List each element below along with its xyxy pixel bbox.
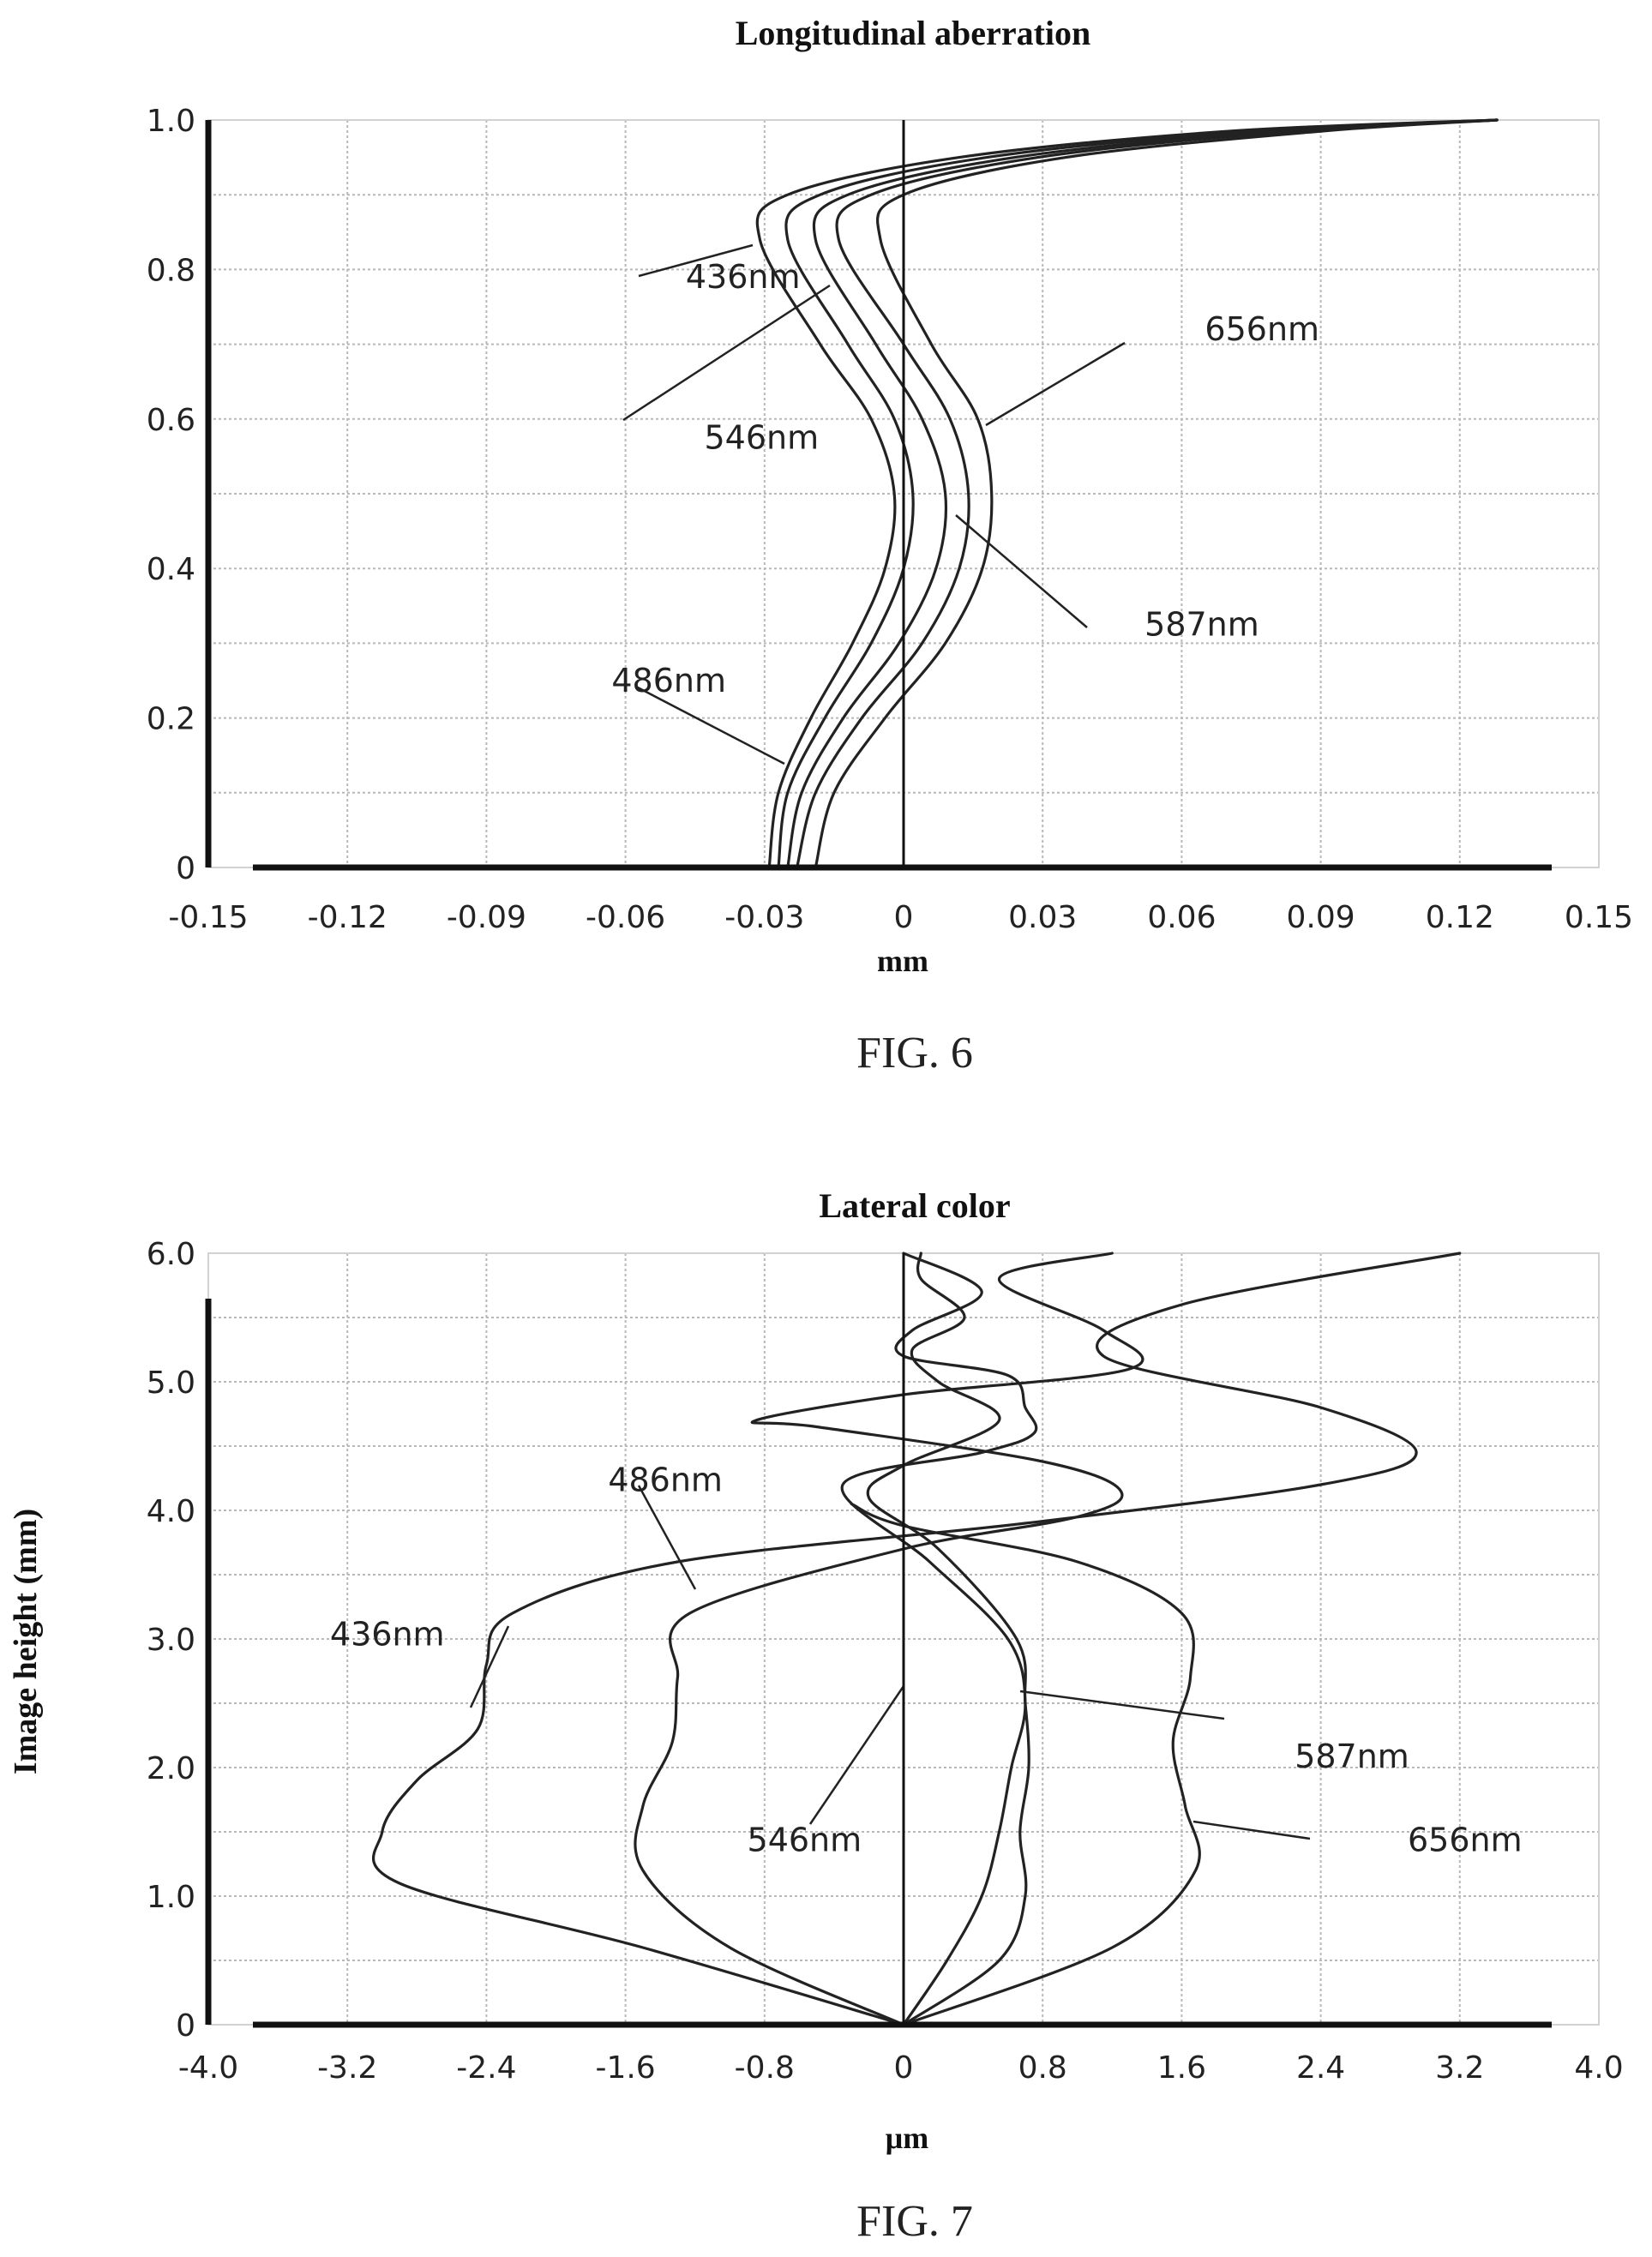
y-tick-label: 0 bbox=[176, 851, 195, 886]
curves bbox=[371, 1252, 1462, 2026]
leader-lines bbox=[469, 1485, 1311, 1840]
series-curve-587nm bbox=[866, 1252, 1030, 2026]
y-tick-label: 0.8 bbox=[147, 253, 195, 288]
chart-title: Longitudinal aberration bbox=[736, 14, 1091, 52]
series-label-486nm: 486nm bbox=[611, 662, 726, 699]
y-axis-label: Image height (mm) bbox=[8, 1509, 44, 1774]
y-tick-labels: 0 0.2 0.4 0.6 0.8 1.0 bbox=[147, 104, 195, 886]
axes bbox=[205, 1253, 1552, 2028]
x-tick-labels: -0.15 -0.12 -0.09 -0.06 -0.03 0 0.03 0.06 0.09 0.… bbox=[168, 900, 1633, 935]
x-tick-label: 0 bbox=[894, 2050, 914, 2086]
x-tick-label: 0.15 bbox=[1565, 900, 1633, 935]
leader-line bbox=[1019, 1690, 1225, 1720]
x-axis-label: mm bbox=[877, 944, 928, 978]
x-tick-label: -0.12 bbox=[308, 900, 387, 935]
axes bbox=[205, 120, 1552, 871]
series-label-587nm: 587nm bbox=[1295, 1738, 1409, 1775]
leader-line bbox=[622, 284, 831, 422]
series-curve-656nm bbox=[850, 1502, 1201, 2026]
y-tick-label: 1.0 bbox=[147, 104, 195, 139]
x-tick-label: 0.12 bbox=[1426, 900, 1494, 935]
x-tick-label: 0.8 bbox=[1018, 2050, 1067, 2086]
y-tick-label: 0.4 bbox=[147, 552, 195, 587]
x-tick-label: -1.6 bbox=[595, 2050, 655, 2086]
series-label-546nm: 546nm bbox=[705, 419, 820, 457]
y-tick-label: 0.2 bbox=[147, 702, 195, 737]
series-labels: 486nm 436nm 546nm 587nm 656nm bbox=[330, 1462, 1523, 1859]
series-curve-546nm bbox=[840, 1252, 1038, 2026]
series-label-436nm: 436nm bbox=[330, 1616, 445, 1654]
leader-line bbox=[635, 685, 785, 765]
leader-lines bbox=[622, 243, 1126, 765]
series-curve-587nm bbox=[796, 118, 1499, 869]
x-tick-label: 1.6 bbox=[1157, 2050, 1206, 2086]
x-tick-label: 3.2 bbox=[1435, 2050, 1484, 2086]
x-axis-label: μm bbox=[886, 2121, 928, 2155]
x-tick-label: 2.4 bbox=[1296, 2050, 1345, 2086]
leader-line bbox=[638, 243, 754, 278]
series-label-656nm: 656nm bbox=[1204, 310, 1319, 348]
y-tick-label: 1.0 bbox=[147, 1880, 195, 1915]
leader-line bbox=[469, 1625, 510, 1708]
x-tick-label: -0.06 bbox=[586, 900, 665, 935]
curves bbox=[755, 118, 1499, 869]
x-tick-label: -0.8 bbox=[735, 2050, 795, 2086]
leader-line bbox=[1192, 1820, 1311, 1840]
x-tick-label: -2.4 bbox=[456, 2050, 516, 2086]
series-label-656nm: 656nm bbox=[1408, 1822, 1523, 1859]
series-label-436nm: 436nm bbox=[686, 258, 801, 296]
x-tick-label: 4.0 bbox=[1574, 2050, 1623, 2086]
y-tick-label: 0.6 bbox=[147, 403, 195, 438]
longitudinal-aberration-chart: Longitudinal aberration -0.15 -0.12 -0.09-… bbox=[147, 14, 1633, 1077]
x-tick-label: -0.15 bbox=[168, 900, 248, 935]
y-tick-label: 0 bbox=[176, 2008, 195, 2044]
y-tick-label: 6.0 bbox=[147, 1237, 195, 1272]
x-tick-label: 0 bbox=[894, 900, 914, 935]
x-tick-label: -0.03 bbox=[724, 900, 804, 935]
leader-line bbox=[808, 1685, 905, 1825]
series-curve-486nm bbox=[777, 118, 1499, 869]
x-tick-label: -4.0 bbox=[178, 2050, 238, 2086]
series-curve-486nm bbox=[634, 1252, 1144, 2026]
x-tick-label: -0.09 bbox=[447, 900, 526, 935]
series-curve-656nm bbox=[814, 118, 1499, 869]
leader-line bbox=[985, 341, 1126, 427]
chart-title: Lateral color bbox=[819, 1186, 1010, 1225]
series-labels: 436nm 546nm 656nm 587nm 486nm bbox=[611, 258, 1319, 699]
series-curve-436nm bbox=[755, 118, 1499, 869]
series-label-546nm: 546nm bbox=[748, 1822, 862, 1859]
series-label-486nm: 486nm bbox=[608, 1462, 723, 1499]
y-tick-label: 2.0 bbox=[147, 1751, 195, 1786]
series-curve-546nm bbox=[786, 118, 1499, 869]
series-label-587nm: 587nm bbox=[1144, 606, 1259, 644]
x-tick-label: 0.06 bbox=[1147, 900, 1216, 935]
figure-caption: FIG. 7 bbox=[856, 2197, 973, 2246]
x-tick-labels: -4.0 -3.2 -2.4 -1.6 -0.8 0 0.8 1.6 2.4 3.2 4.0 bbox=[178, 2050, 1624, 2086]
y-tick-label: 5.0 bbox=[147, 1366, 195, 1401]
leader-line bbox=[955, 514, 1088, 628]
series-curve-436nm bbox=[371, 1252, 1462, 2026]
figure-caption: FIG. 6 bbox=[856, 1029, 973, 1077]
x-tick-label: 0.09 bbox=[1287, 900, 1355, 935]
y-tick-labels: 0 1.0 2.0 3.0 4.0 5.0 6.0 bbox=[147, 1237, 195, 2044]
x-tick-label: -3.2 bbox=[317, 2050, 377, 2086]
y-tick-label: 3.0 bbox=[147, 1623, 195, 1658]
y-tick-label: 4.0 bbox=[147, 1494, 195, 1529]
x-tick-label: 0.03 bbox=[1008, 900, 1077, 935]
lateral-color-chart: Lateral color -4.0 -3.2 -2.4 -1.6 -0.8 0 0.8 1.… bbox=[8, 1186, 1624, 2246]
leader-line bbox=[637, 1485, 697, 1590]
